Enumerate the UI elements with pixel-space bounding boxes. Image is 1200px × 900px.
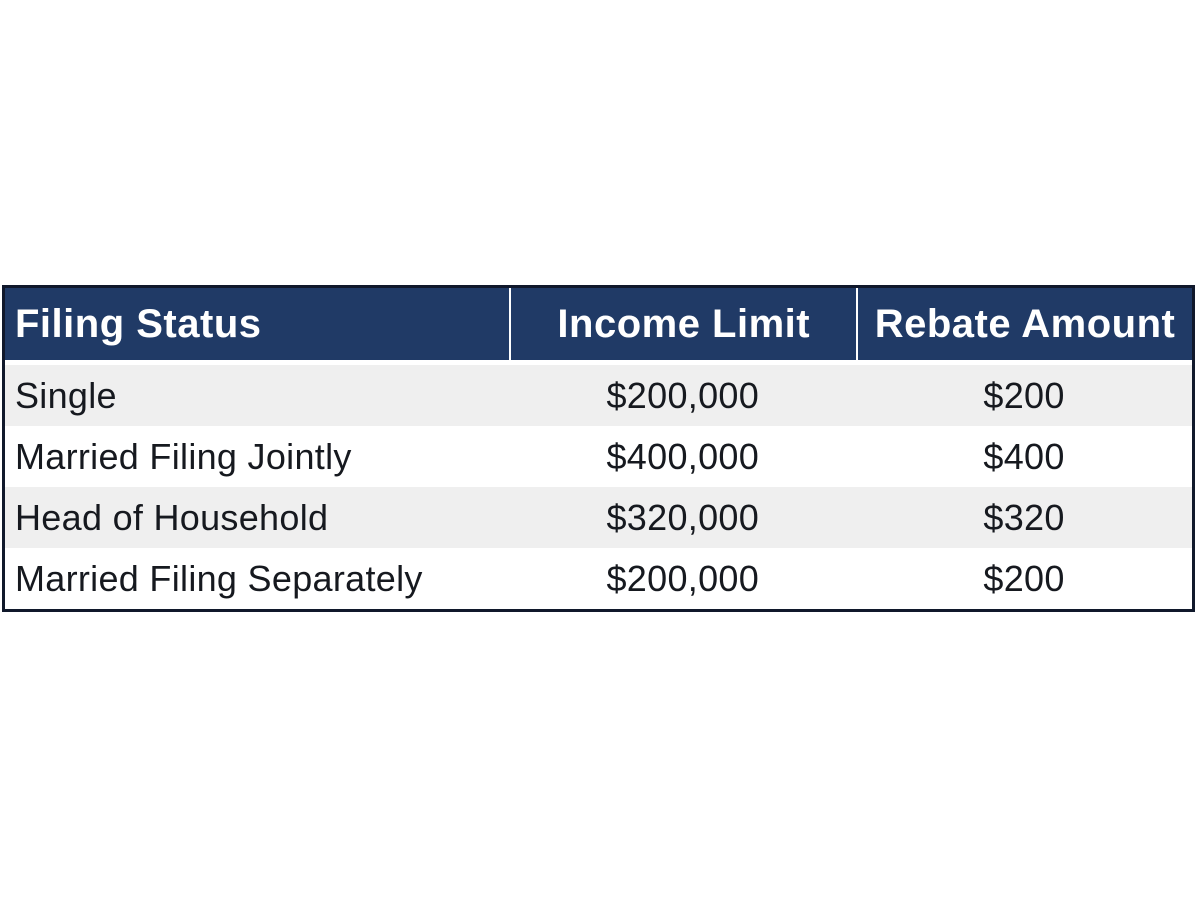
table-row-married-separately: Married Filing Separately $200,000 $200 bbox=[5, 548, 1192, 609]
header-filing-status: Filing Status bbox=[5, 288, 510, 365]
cell-income-limit: $320,000 bbox=[509, 487, 857, 548]
cell-rebate-amount: $400 bbox=[856, 426, 1192, 487]
header-income-limit: Income Limit bbox=[509, 288, 857, 365]
rebate-table: Filing Status Income Limit Rebate Amount… bbox=[2, 285, 1195, 612]
cell-filing-status: Married Filing Separately bbox=[5, 548, 510, 609]
table-row-head-of-household: Head of Household $320,000 $320 bbox=[5, 487, 1192, 548]
cell-filing-status: Married Filing Jointly bbox=[5, 426, 510, 487]
table-row-married-jointly: Married Filing Jointly $400,000 $400 bbox=[5, 426, 1192, 487]
cell-rebate-amount: $200 bbox=[856, 365, 1192, 426]
cell-rebate-amount: $200 bbox=[856, 548, 1192, 609]
cell-filing-status: Single bbox=[5, 365, 510, 426]
cell-income-limit: $200,000 bbox=[509, 548, 857, 609]
header-rebate-amount: Rebate Amount bbox=[856, 288, 1192, 365]
table-row-single: Single $200,000 $200 bbox=[5, 365, 1192, 426]
cell-income-limit: $400,000 bbox=[509, 426, 857, 487]
cell-income-limit: $200,000 bbox=[509, 365, 857, 426]
table-header-row: Filing Status Income Limit Rebate Amount bbox=[5, 288, 1192, 365]
cell-filing-status: Head of Household bbox=[5, 487, 510, 548]
cell-rebate-amount: $320 bbox=[856, 487, 1192, 548]
